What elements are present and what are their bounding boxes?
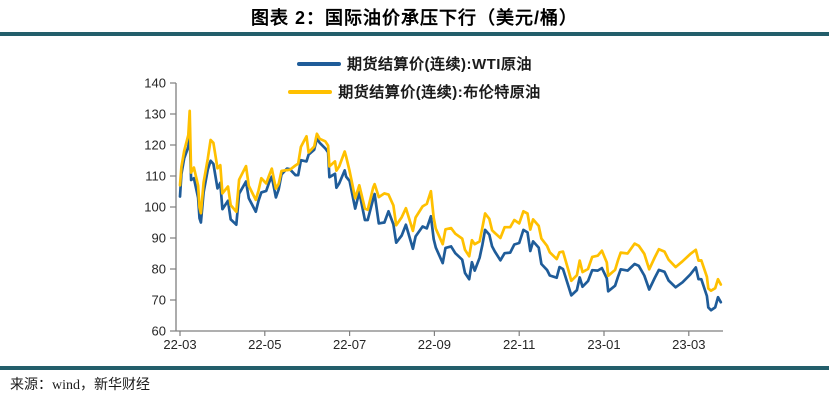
y-tick-label: 90 <box>152 231 166 246</box>
x-tick-label: 22-03 <box>163 337 196 352</box>
y-tick-label: 80 <box>152 262 166 277</box>
title-divider <box>0 32 829 36</box>
legend-label-brent: 期货结算价(连续):布伦特原油 <box>338 84 541 101</box>
wti-series-line <box>178 132 723 312</box>
source-note: 来源：wind，新华财经 <box>10 378 150 393</box>
chart-legend: 期货结算价(连续):WTI原油 期货结算价(连续):布伦特原油 <box>0 53 829 102</box>
x-tick-label: 23-03 <box>672 337 705 352</box>
y-tick-label: 110 <box>145 169 166 184</box>
legend-label-wti: 期货结算价(连续):WTI原油 <box>347 56 532 73</box>
x-tick-label: 22-05 <box>248 337 281 352</box>
wti-line-swatch <box>297 61 341 66</box>
x-tick-label: 22-09 <box>418 337 451 352</box>
x-tick-label: 23-01 <box>587 337 620 352</box>
y-tick-label: 120 <box>144 138 166 153</box>
footer-divider <box>0 366 829 370</box>
x-tick-label: 22-07 <box>333 337 366 352</box>
y-tick-label: 70 <box>152 293 166 308</box>
y-tick-label: 140 <box>144 76 166 91</box>
brent-line-swatch <box>288 89 333 94</box>
y-tick-label: 100 <box>144 200 166 215</box>
legend-item-brent: 期货结算价(连续):布伦特原油 <box>288 81 541 102</box>
legend-item-wti: 期货结算价(连续):WTI原油 <box>297 53 532 74</box>
x-tick-label: 22-11 <box>503 337 535 352</box>
y-tick-label: 130 <box>144 107 166 122</box>
figure-title: 图表 2：国际油价承压下行（美元/桶） <box>250 8 578 28</box>
brent-series-line <box>178 109 723 293</box>
y-tick-label: 60 <box>152 324 166 339</box>
